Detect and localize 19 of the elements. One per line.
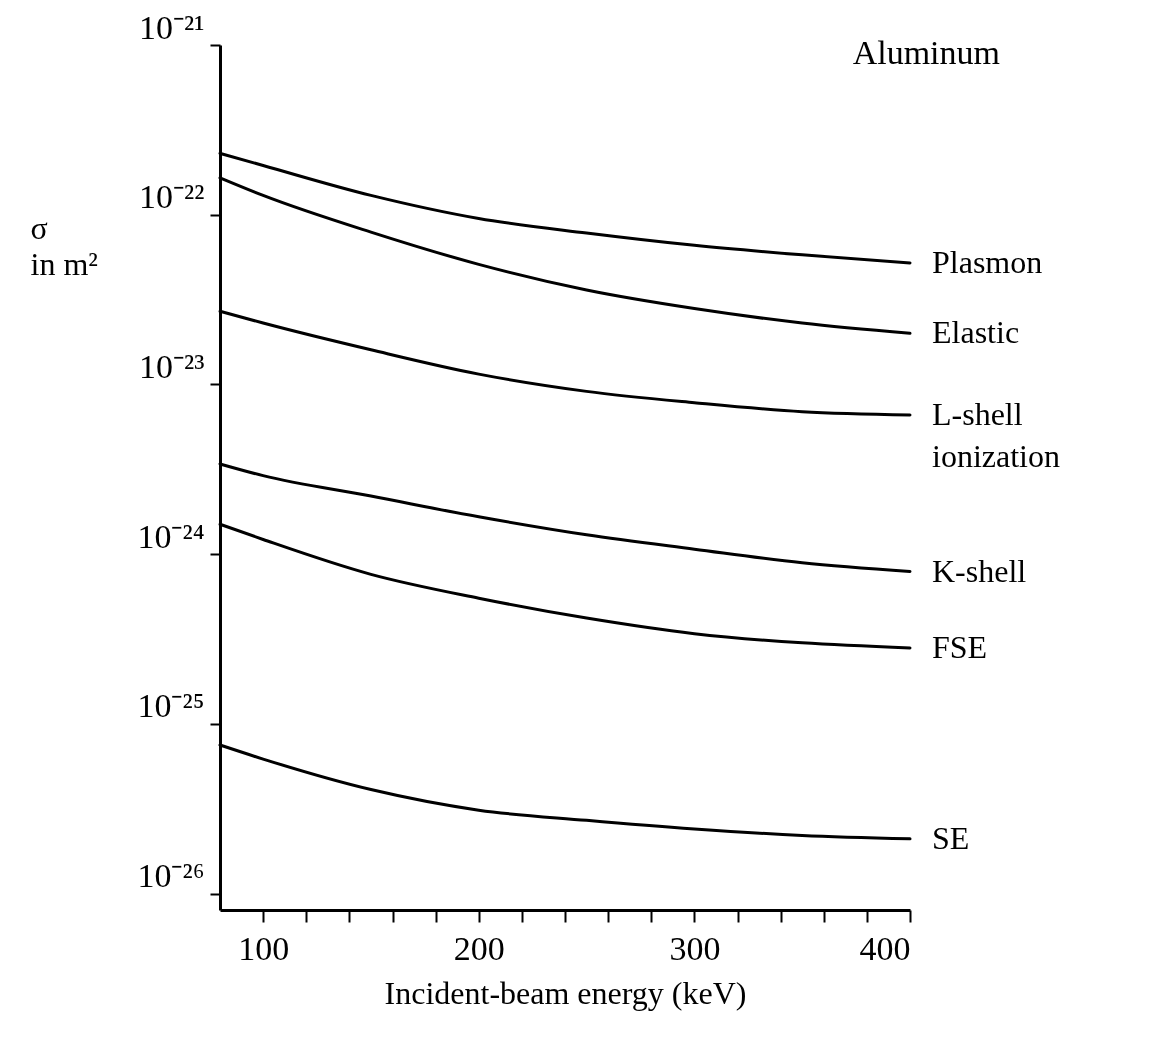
chart-title: Aluminum xyxy=(852,34,1000,71)
y-tick-label: 10⁻²³ xyxy=(139,347,205,385)
series-label: L-shell ionization xyxy=(932,396,1060,475)
series-label: Plasmon xyxy=(932,243,1043,280)
x-tick-label: 100 xyxy=(238,929,290,967)
series-label: K-shell xyxy=(932,552,1027,589)
y-axis-title: σ in m² xyxy=(30,209,98,282)
y-tick-label: 10⁻²² xyxy=(139,178,205,216)
series-label: FSE xyxy=(932,628,988,665)
series-label: Elastic xyxy=(932,314,1020,351)
x-tick-label: 400 xyxy=(859,929,911,967)
y-tick-label: 10⁻²¹ xyxy=(139,8,205,46)
y-tick-label: 10⁻²⁶ xyxy=(137,857,205,895)
x-tick-label: 200 xyxy=(453,929,505,967)
series-label: SE xyxy=(932,819,970,856)
x-axis-title: Incident-beam energy (keV) xyxy=(384,974,747,1011)
x-tick-label: 300 xyxy=(669,929,721,967)
y-tick-label: 10⁻²⁵ xyxy=(137,687,205,725)
y-tick-label: 10⁻²⁴ xyxy=(137,517,205,555)
